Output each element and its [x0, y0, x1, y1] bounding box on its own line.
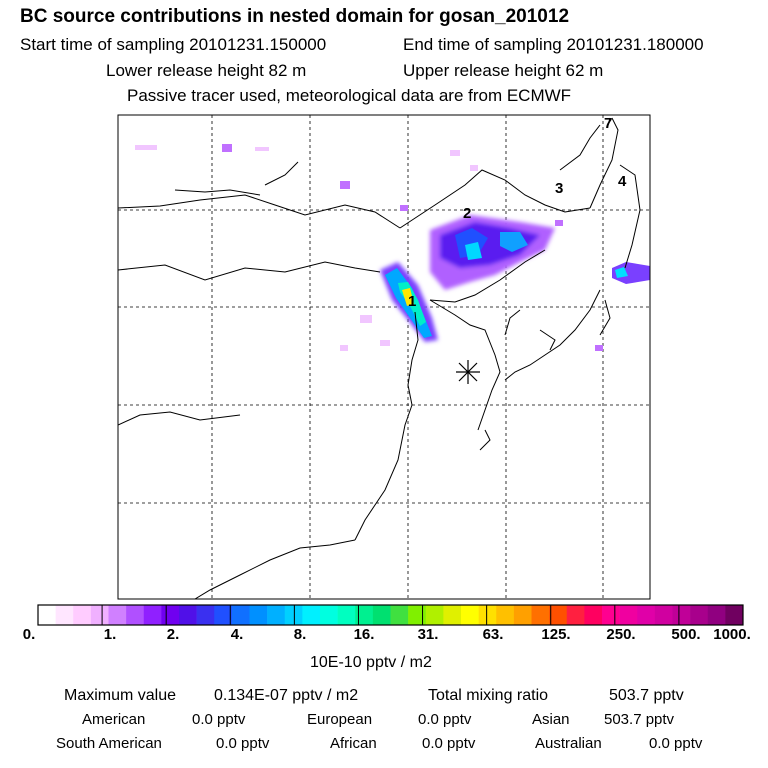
plume-east-core: [615, 267, 628, 278]
colorbar-swatch: [707, 605, 726, 625]
lower-release-label: Lower release height 82 m: [106, 61, 307, 80]
colorbar-swatch: [231, 605, 250, 625]
start-time-label: Start time of sampling 20101231.150000: [20, 35, 327, 54]
colorbar-swatch: [513, 605, 532, 625]
region-label-7: 7: [604, 115, 612, 132]
region-label-3: 3: [555, 180, 563, 197]
colorbar-swatch: [320, 605, 338, 625]
map-gridlines: [118, 115, 650, 599]
colorbar-tick-label: 31.: [417, 626, 439, 643]
colorbar-swatch: [302, 605, 321, 625]
concentration-field: [135, 144, 650, 351]
colorbar-swatch: [725, 605, 744, 625]
region-name-australian: Australian: [535, 735, 602, 752]
colorbar-swatch: [372, 605, 391, 625]
colorbar-tick-label: 1000.: [713, 626, 751, 643]
map-frame: [117, 114, 651, 600]
tracer-note: Passive tracer used, meteorological data…: [127, 86, 572, 105]
max-value-label: Maximum value: [64, 687, 177, 704]
end-time-label: End time of sampling 20101231.180000: [403, 35, 704, 54]
region-label-4: 4: [618, 173, 627, 190]
colorbar-swatch: [478, 605, 497, 625]
colorbar-swatch: [73, 605, 92, 625]
region-label-1: 1: [408, 293, 416, 310]
region-name-asian: Asian: [532, 711, 570, 728]
max-value: 0.134E-07 pptv / m2: [214, 687, 359, 704]
plume-core-2b: [500, 232, 528, 252]
total-mixing-value: 503.7 pptv: [609, 687, 684, 704]
region-name-south-american: South American: [56, 735, 162, 752]
colorbar-swatch: [355, 605, 374, 625]
region-value-australian: 0.0 pptv: [649, 735, 703, 752]
colorbar-tick-label: 125.: [541, 626, 571, 643]
colorbar-swatch: [461, 605, 479, 625]
colorbar-swatch: [637, 605, 656, 625]
colorbar: [38, 605, 744, 625]
colorbar-tick-label: 250.: [606, 626, 636, 643]
colorbar-swatch: [408, 605, 427, 625]
colorbar-swatch: [566, 605, 585, 625]
scattered-patches: [222, 144, 603, 351]
region-label-2: 2: [463, 205, 471, 222]
colorbar-swatch: [390, 605, 409, 625]
colorbar-swatch: [179, 605, 197, 625]
region-value-south-american: 0.0 pptv: [216, 735, 270, 752]
colorbar-swatch: [496, 605, 515, 625]
colorbar-swatch: [531, 605, 550, 625]
region-value-american: 0.0 pptv: [192, 711, 246, 728]
colorbar-swatch: [249, 605, 268, 625]
colorbar-swatch: [196, 605, 215, 625]
coastlines: [118, 117, 641, 599]
colorbar-swatch: [284, 605, 303, 625]
plume-east: [612, 262, 650, 284]
region-name-american: American: [82, 711, 146, 728]
colorbar-swatch: [55, 605, 74, 625]
colorbar-tick-label: 63.: [482, 626, 504, 643]
colorbar-frame: [37, 604, 744, 626]
colorbar-swatch: [108, 605, 127, 625]
colorbar-swatch: [690, 605, 709, 625]
colorbar-tick-label: 500.: [671, 626, 701, 643]
colorbar-swatch: [126, 605, 145, 625]
colorbar-tick-label: 2.: [166, 626, 180, 643]
total-mixing-label: Total mixing ratio: [428, 687, 549, 704]
plume-core-2c: [465, 242, 482, 260]
region-value-african: 0.0 pptv: [422, 735, 476, 752]
colorbar-swatch: [143, 605, 162, 625]
region-value-european: 0.0 pptv: [418, 711, 472, 728]
region-value-asian: 503.7 pptv: [604, 711, 675, 728]
colorbar-swatch: [161, 605, 180, 625]
colorbar-tick-label: 0.: [22, 626, 36, 643]
colorbar-swatch: [214, 605, 233, 625]
colorbar-tick-label: 16.: [353, 626, 375, 643]
colorbar-swatch: [267, 605, 286, 625]
colorbar-swatch: [654, 605, 673, 625]
plot-title: BC source contributions in nested domain…: [20, 6, 570, 27]
colorbar-swatch: [602, 605, 620, 625]
colorbar-swatch: [337, 605, 356, 625]
colorbar-tick-label: 4.: [230, 626, 244, 643]
colorbar-swatch: [425, 605, 444, 625]
region-name-african: African: [330, 735, 377, 752]
colorbar-swatch: [672, 605, 691, 625]
map-area: 1 2 3 4 7: [118, 115, 650, 599]
colorbar-tick-label: 8.: [293, 626, 307, 643]
colorbar-tick-label: 1.: [103, 626, 117, 643]
colorbar-swatch: [549, 605, 568, 625]
colorbar-swatch: [443, 605, 462, 625]
colorbar-swatch: [90, 605, 109, 625]
plume-max: [402, 288, 414, 306]
colorbar-swatch: [38, 605, 56, 625]
region-name-european: European: [307, 711, 373, 728]
colorbar-swatch: [619, 605, 638, 625]
upper-release-label: Upper release height 62 m: [403, 61, 604, 80]
asterisk-icon: [456, 360, 480, 384]
colorbar-swatch: [584, 605, 603, 625]
colorbar-units: 10E-10 pptv / m2: [310, 654, 432, 671]
